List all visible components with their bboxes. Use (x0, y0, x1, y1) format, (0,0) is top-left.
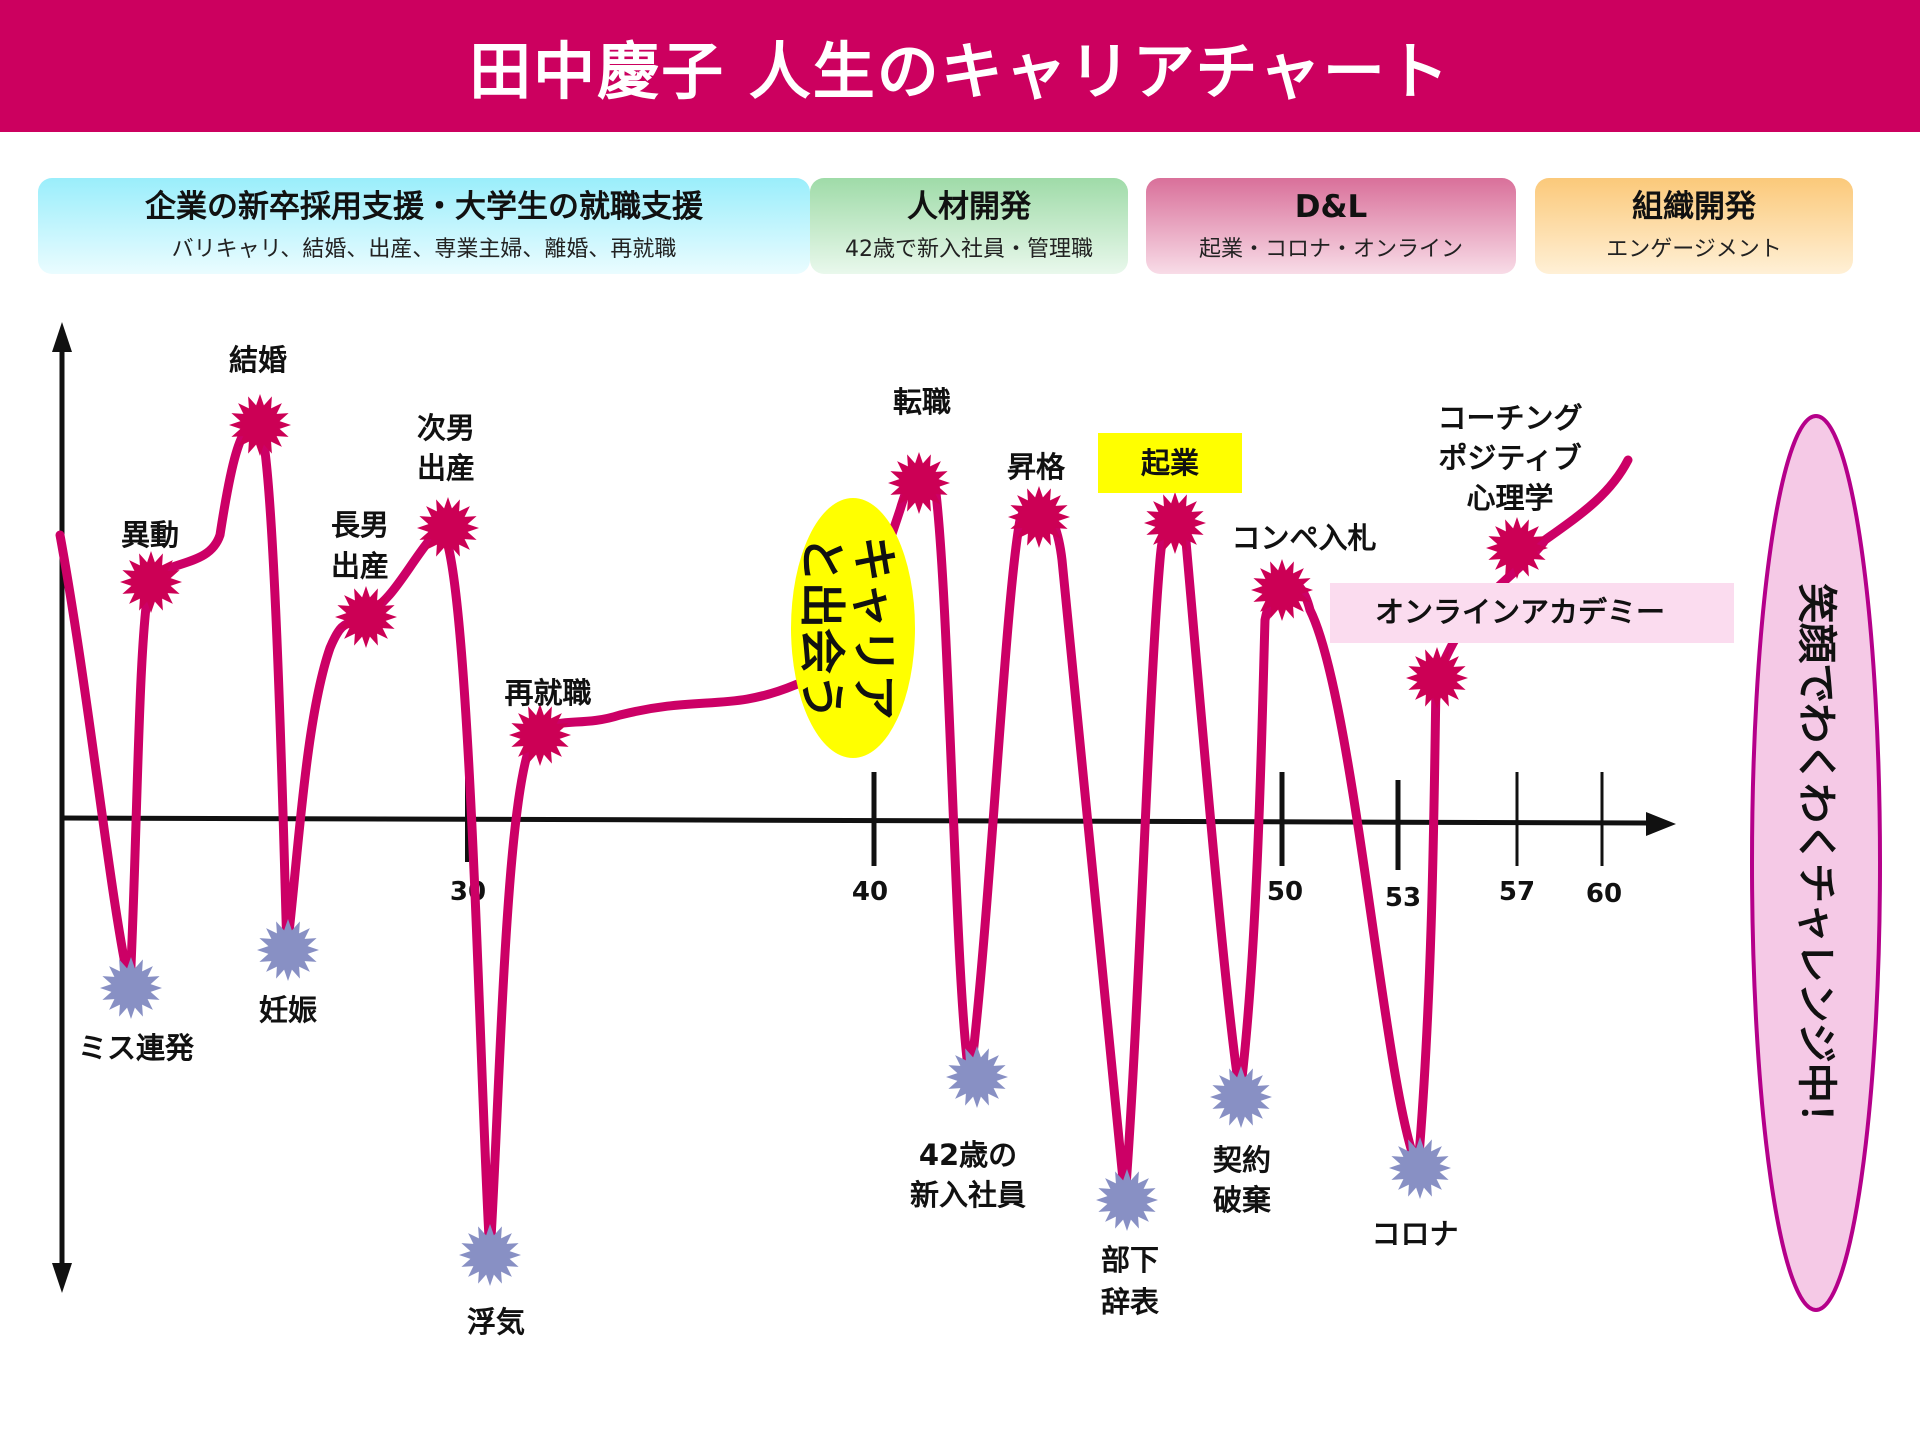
event-star-chonan (335, 586, 397, 648)
phase-box-recruiting: 企業の新卒採用支援・大学生の就職支援 バリキャリ、結婚、出産、専業主婦、離婚、再… (38, 178, 810, 274)
event-star-tenshoku (888, 452, 950, 514)
x-axis (59, 815, 1651, 826)
event-label-uwaki: 浮気 (467, 1305, 525, 1339)
phase-subtitle: 42歳で新入社員・管理職 (845, 236, 1093, 262)
phase-title: 組織開発 (1632, 189, 1756, 226)
event-label-42-1: 42歳の (919, 1138, 1017, 1172)
event-label-42-2: 新入社員 (910, 1178, 1026, 1212)
header-bar: 田中慶子 人生のキャリアチャート (0, 0, 1920, 132)
event-star-shokaku (1008, 486, 1070, 548)
phase-title: 人材開発 (907, 189, 1031, 226)
tick-label-50: 50 (1267, 877, 1303, 907)
event-label-corona: コロナ (1371, 1217, 1458, 1251)
event-star-kigyo (1144, 492, 1206, 554)
event-star-42 (946, 1046, 1008, 1108)
event-label-shokaku: 昇格 (1007, 450, 1066, 484)
tick-label-60: 60 (1586, 879, 1622, 909)
event-star-compe (1251, 559, 1313, 621)
event-star-coaching (1486, 517, 1548, 579)
event-label-coaching-3: 心理学 (1466, 481, 1553, 515)
phase-box-hr-development: 人材開発 42歳で新入社員・管理職 (810, 178, 1128, 274)
event-star-buka (1096, 1169, 1158, 1231)
tick-label-30: 30 (450, 877, 486, 907)
online-academy-box (1330, 583, 1734, 643)
event-label-kigyo: 起業 (1141, 446, 1199, 480)
event-label-keiyaku-1: 契約 (1213, 1143, 1271, 1177)
kigyo-highlight-box (1098, 433, 1242, 493)
tick-label-40: 40 (852, 877, 888, 907)
event-label-ninshin: 妊娠 (259, 993, 317, 1027)
event-label-chonan-2: 出産 (331, 549, 389, 583)
event-label-coaching-2: ポジティブ (1438, 441, 1581, 475)
y-axis-arrow-down (52, 1263, 72, 1293)
tick-label-57: 57 (1499, 877, 1535, 907)
event-star-ninshin (257, 919, 319, 981)
phase-subtitle: 起業・コロナ・オンライン (1198, 236, 1463, 262)
event-label-misu: ミス連発 (78, 1031, 195, 1065)
event-label-career-2: と出会う (795, 536, 849, 720)
event-star-online (1406, 647, 1468, 709)
page-title: 田中慶子 人生のキャリアチャート (469, 35, 1451, 108)
career-highlight-oval (791, 498, 915, 758)
event-label-kekkon: 結婚 (229, 343, 287, 377)
event-star-keiyaku (1210, 1066, 1272, 1128)
event-label-coaching-1: コーチング (1437, 401, 1582, 435)
event-label-tenshoku: 転職 (893, 385, 951, 419)
phase-box-dl: D&L 起業・コロナ・オンライン (1146, 178, 1516, 274)
tick-label-53: 53 (1385, 883, 1421, 913)
event-label-saishushoku: 再就職 (504, 676, 591, 710)
event-label-career-1: キャリア (847, 536, 901, 720)
event-label-buka-2: 辞表 (1101, 1285, 1159, 1319)
event-label-jinan-2: 出産 (417, 451, 475, 485)
event-label-ido: 異動 (121, 518, 179, 552)
event-star-misu (100, 957, 162, 1019)
event-star-kekkon (229, 394, 291, 456)
event-star-corona (1389, 1137, 1451, 1199)
event-label-jinan-1: 次男 (417, 411, 475, 445)
event-star-uwaki (459, 1224, 521, 1286)
goal-label: 笑顔でわくわくチャレンジ中！ (1793, 583, 1839, 1143)
phase-subtitle: エンゲージメント (1606, 236, 1782, 262)
phase-title: 企業の新卒採用支援・大学生の就職支援 (145, 189, 703, 226)
event-label-chonan-1: 長男 (331, 508, 389, 542)
career-curve (55, 418, 1633, 1260)
goal-ellipse (1750, 414, 1882, 1312)
phase-box-org-development: 組織開発 エンゲージメント (1535, 178, 1853, 274)
event-star-jinan (417, 497, 479, 559)
event-star-ido (120, 551, 182, 613)
y-axis-arrow-up (52, 322, 72, 352)
event-star-saishushoku (509, 704, 571, 766)
event-label-keiyaku-2: 破棄 (1213, 1183, 1272, 1217)
event-label-buka-1: 部下 (1101, 1243, 1159, 1277)
event-label-online: オンラインアカデミー (1375, 595, 1665, 629)
phase-title: D&L (1294, 189, 1368, 226)
phase-subtitle: バリキャリ、結婚、出産、専業主婦、離婚、再就職 (171, 236, 677, 262)
x-axis-arrow (1646, 812, 1676, 836)
event-label-compe: コンペ入札 (1231, 521, 1376, 555)
